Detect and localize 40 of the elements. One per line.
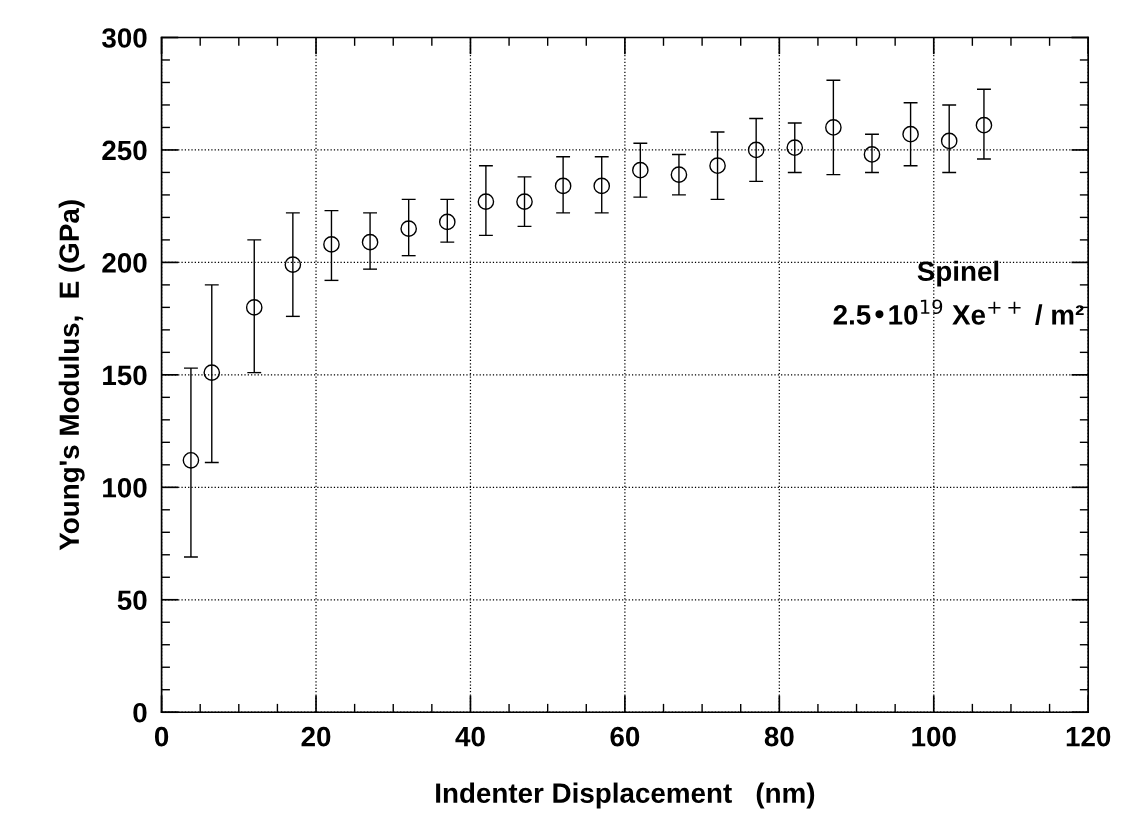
point [400, 220, 418, 237]
x-tick-label: 120 [1066, 726, 1111, 747]
x-tick-label: 80 [764, 726, 794, 747]
y-tick-label: 0 [133, 702, 147, 723]
point [361, 233, 379, 251]
point [940, 132, 958, 150]
point [975, 116, 993, 134]
point [284, 256, 302, 273]
point [477, 193, 495, 211]
point [709, 157, 726, 175]
x-tick-label: 0 [154, 726, 169, 747]
point [825, 119, 842, 136]
y-tick-label: 200 [102, 253, 147, 273]
point [323, 236, 340, 253]
x-tick-label: 40 [455, 726, 485, 747]
x-axis-title: Indenter Displacement (nm) [436, 782, 815, 809]
point [593, 177, 611, 195]
point [631, 161, 649, 179]
y-tick-label: 100 [103, 477, 147, 498]
point [516, 193, 533, 211]
y-tick-label: 250 [102, 140, 147, 161]
point [245, 299, 263, 316]
y-axis-title: Young's Modulus, E (GPa) [58, 200, 85, 551]
point [863, 146, 881, 163]
point [786, 139, 804, 157]
point [203, 364, 221, 381]
y-tick-label: 50 [117, 590, 147, 611]
point [182, 451, 200, 469]
annotation: 2.5•10$^{19}$ Xe$^{++}$ / m² [833, 299, 1084, 326]
point [670, 166, 688, 184]
y-tick-label: 300 [102, 28, 147, 48]
point [554, 177, 572, 195]
x-tick-label: 20 [301, 726, 331, 747]
point [438, 213, 456, 231]
annotation: Spinel [917, 260, 999, 287]
x-tick-label: 60 [610, 726, 640, 747]
point [902, 125, 919, 143]
point [747, 141, 765, 159]
y-tick-label: 150 [103, 365, 147, 386]
x-tick-label: 100 [912, 726, 956, 747]
